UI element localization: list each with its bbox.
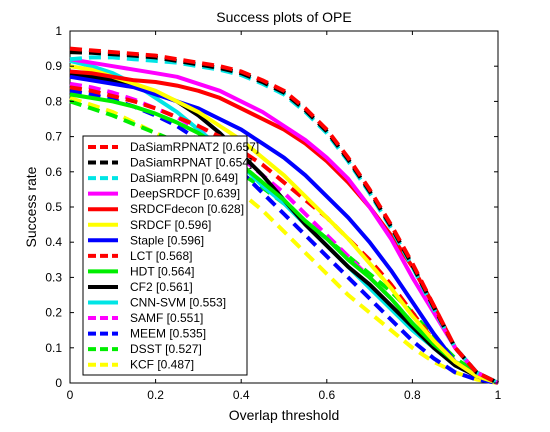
x-tick-label: 0: [67, 388, 74, 402]
y-tick-label: 0.9: [45, 59, 62, 73]
legend-label: DaSiamRPNAT2 [0.657]: [130, 140, 259, 154]
legend-label: DaSiamRPNAT [0.654]: [130, 156, 252, 170]
legend-label: DSST [0.527]: [130, 342, 202, 356]
x-tick-label: 0.8: [404, 388, 421, 402]
series-line: [69, 74, 499, 385]
x-tick-label: 0.6: [318, 388, 335, 402]
x-tick-label: 0.4: [233, 388, 250, 402]
x-axis-label: Overlap threshold: [229, 407, 340, 423]
legend-box: [82, 135, 248, 376]
legend-label: CF2 [0.561]: [130, 280, 193, 294]
legend-label: MEEM [0.535]: [130, 327, 206, 341]
x-tick-label: 0.2: [147, 388, 164, 402]
legend-label: SRDCF [0.596]: [130, 218, 211, 232]
x-tick-label: 1: [495, 388, 502, 402]
legend-label: Staple [0.596]: [130, 233, 204, 247]
legend: DaSiamRPNAT2 [0.657]DaSiamRPNAT [0.654]D…: [82, 135, 259, 376]
series-line: [69, 50, 499, 385]
y-tick-label: 0.6: [45, 165, 62, 179]
plot-area: 0 0.2 0.4 0.6 0.8 1 0 0.1 0.2 0.3 0.4 0.5 0.6 0.7 0.8 0…: [45, 24, 501, 402]
y-tick-label: 0.5: [45, 200, 62, 214]
series-line: [69, 46, 499, 385]
series-line: [69, 55, 499, 385]
series-line: [69, 64, 499, 385]
legend-label: KCF [0.487]: [130, 358, 194, 372]
axes-layer: 0 0.2 0.4 0.6 0.8 1 0 0.1 0.2 0.3 0.4 0.5 0.6 0.7 0.8 0…: [45, 24, 501, 402]
y-tick-label: 1: [55, 24, 62, 38]
legend-label: HDT [0.564]: [130, 264, 194, 278]
y-tick-label: 0.4: [45, 235, 62, 249]
series-line: [69, 92, 499, 385]
legend-label: DeepSRDCF [0.639]: [130, 187, 240, 201]
y-tick-label: 0.8: [45, 94, 62, 108]
y-tick-label: 0.2: [45, 306, 62, 320]
legend-label: DaSiamRPN [0.649]: [130, 171, 238, 185]
series-line: [69, 88, 499, 385]
series-line: [69, 95, 499, 385]
y-tick-label: 0.7: [45, 130, 62, 144]
legend-label: SAMF [0.551]: [130, 311, 203, 325]
series-layer: [69, 46, 499, 385]
y-tick-label: 0: [55, 376, 62, 390]
legend-label: LCT [0.568]: [130, 249, 192, 263]
y-axis-label: Success rate: [23, 166, 39, 247]
legend-label: CNN-SVM [0.553]: [130, 296, 226, 310]
chart-title: Success plots of OPE: [216, 9, 351, 25]
legend-label: SRDCFdecon [0.628]: [130, 202, 244, 216]
y-tick-label: 0.3: [45, 270, 62, 284]
series-line: [69, 57, 499, 385]
y-tick-label: 0.1: [45, 341, 62, 355]
